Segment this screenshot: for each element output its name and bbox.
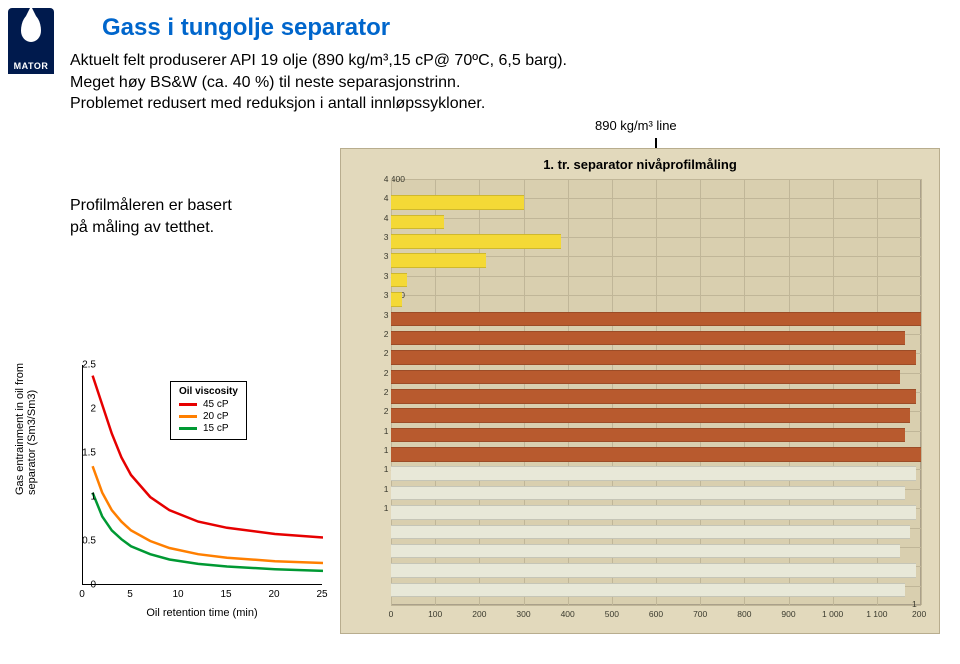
left-chart-xlabel: Oil retention time (min)	[82, 607, 322, 619]
profile-bar	[391, 234, 561, 249]
left-chart-xtick: 15	[220, 589, 231, 600]
side-line-2: på måling av tetthet.	[70, 217, 232, 239]
profile-xtick: 1 200	[912, 599, 930, 619]
curve-20cP	[93, 466, 323, 563]
profile-bar	[391, 215, 444, 230]
profile-xtick: 600	[649, 609, 663, 619]
left-chart-xtick: 20	[268, 589, 279, 600]
curve-15cP	[93, 493, 323, 571]
logo-text: MATOR	[8, 58, 54, 74]
legend-swatch	[179, 415, 197, 418]
legend-label: 20 cP	[203, 411, 229, 422]
legend-row: 45 cP	[179, 399, 238, 410]
profile-xtick: 500	[605, 609, 619, 619]
body-paragraph: Aktuelt felt produserer API 19 olje (890…	[70, 50, 567, 115]
profile-ytick: 4 400	[384, 174, 405, 184]
left-chart-xtick: 5	[127, 589, 133, 600]
profile-xtick: 100	[428, 609, 442, 619]
gas-entrainment-chart: Gas entrainment in oil fromseparator (Sm…	[20, 355, 340, 635]
profile-xtick: 900	[781, 609, 795, 619]
legend-title: Oil viscosity	[179, 386, 238, 397]
profile-xtick: 400	[561, 609, 575, 619]
left-chart-ytick: 0	[90, 580, 96, 591]
left-chart-ytick: 1.5	[82, 448, 96, 459]
logo-shape	[8, 8, 54, 58]
profile-bar	[391, 389, 916, 404]
profile-bar	[391, 466, 916, 481]
profile-bar	[391, 370, 900, 385]
profile-bar	[391, 428, 905, 443]
profile-bar	[391, 583, 905, 598]
profile-bar	[391, 292, 402, 307]
profile-xtick: 1 100	[866, 609, 887, 619]
profile-xtick: 700	[693, 609, 707, 619]
profile-bar	[391, 486, 905, 501]
side-line-1: Profilmåleren er basert	[70, 195, 232, 217]
profile-grid-v	[921, 179, 922, 605]
legend-label: 45 cP	[203, 399, 229, 410]
profile-bar	[391, 544, 900, 559]
left-chart-ytick: 2.5	[82, 360, 96, 371]
profile-bar	[391, 312, 921, 327]
mator-logo: MATOR	[8, 8, 54, 76]
legend-swatch	[179, 403, 197, 406]
profile-bar	[391, 408, 910, 423]
body-line-3: Problemet redusert med reduksjon i antal…	[70, 93, 567, 115]
logo-drop-icon	[21, 14, 41, 42]
profile-chart: 1. tr. separator nivåprofilmåling 200 400…	[340, 148, 940, 634]
left-chart-xtick: 25	[316, 589, 327, 600]
profile-bar	[391, 195, 524, 210]
profile-xtick: 800	[737, 609, 751, 619]
profile-bar	[391, 563, 916, 578]
left-chart-xtick: 0	[79, 589, 85, 600]
profile-xtick: 300	[516, 609, 530, 619]
profile-bar	[391, 350, 916, 365]
left-chart-xtick: 10	[172, 589, 183, 600]
profile-xtick: 0	[389, 609, 394, 619]
legend-label: 15 cP	[203, 423, 229, 434]
profile-bar	[391, 447, 921, 462]
left-chart-ytick: 1	[90, 492, 96, 503]
left-chart-legend: Oil viscosity 45 cP20 cP15 cP	[170, 381, 247, 440]
profile-bar	[391, 505, 916, 520]
side-note: Profilmåleren er basert på måling av tet…	[70, 195, 232, 238]
legend-swatch	[179, 427, 197, 430]
profile-chart-title: 1. tr. separator nivåprofilmåling	[341, 157, 939, 172]
profile-grid-h	[391, 605, 921, 606]
profile-bar	[391, 253, 486, 268]
left-chart-ylabel: Gas entrainment in oil fromseparator (Sm…	[14, 363, 38, 495]
profile-bar	[391, 273, 407, 288]
profile-bar	[391, 331, 905, 346]
left-chart-ytick: 2	[90, 404, 96, 415]
profile-bar	[391, 525, 910, 540]
profile-xtick: 1 000	[822, 609, 843, 619]
page-title: Gass i tungolje separator	[102, 14, 390, 42]
legend-row: 15 cP	[179, 423, 238, 434]
body-line-1: Aktuelt felt produserer API 19 olje (890…	[70, 50, 567, 72]
legend-row: 20 cP	[179, 411, 238, 422]
profile-xtick: 200	[472, 609, 486, 619]
left-chart-ytick: 0.5	[82, 536, 96, 547]
density-label: 890 kg/m³ line	[595, 118, 677, 133]
body-line-2: Meget høy BS&W (ca. 40 %) til neste sepa…	[70, 72, 567, 94]
